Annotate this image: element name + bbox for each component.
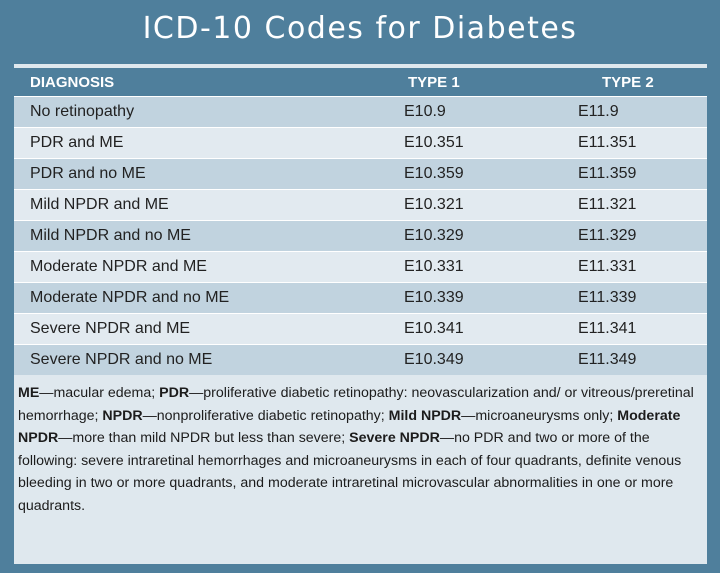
codes-card: DIAGNOSIS TYPE 1 TYPE 2 No retinopathy E1… — [14, 64, 707, 564]
type-1-code-cell: E10.349 — [404, 344, 578, 375]
diagnosis-cell: PDR and no ME — [14, 158, 404, 190]
footnote-term: PDR — [159, 385, 190, 401]
type-1-code-cell: E10.341 — [404, 313, 578, 345]
table-row: Severe NPDR and ME E10.341 E11.341 — [14, 313, 707, 345]
type-2-code-cell: E11.321 — [578, 189, 707, 221]
footnote-term: ME — [18, 385, 40, 401]
table-row: No retinopathy E10.9 E11.9 — [14, 96, 707, 128]
footnote-term: Severe NPDR — [349, 430, 440, 447]
abbreviations-footnote: ME—macular edema; PDR—proliferative diab… — [18, 382, 702, 518]
header-diagnosis: DIAGNOSIS — [14, 68, 404, 97]
type-2-code-cell: E11.349 — [578, 344, 707, 375]
type-1-code-cell: E10.9 — [404, 96, 578, 128]
table-row: PDR and no ME E10.359 E11.359 — [14, 158, 707, 190]
table-row: Severe NPDR and no ME E10.349 E11.349 — [14, 344, 707, 375]
type-1-code-cell: E10.329 — [404, 220, 578, 252]
footnote-term: NPDR — [102, 407, 143, 424]
diagnosis-cell: Moderate NPDR and no ME — [14, 282, 404, 314]
type-2-code-cell: E11.9 — [578, 96, 707, 128]
table-body: No retinopathy E10.9 E11.9 PDR and ME E10.35… — [14, 96, 707, 375]
footnote-definition: —no PDR and two or more of the following… — [18, 430, 682, 514]
diagnosis-cell: Mild NPDR and no ME — [14, 220, 404, 252]
footnote-definition: —nonproliferative diabetic retinopathy; — [142, 407, 389, 424]
footnote-definition: —proliferative diabetic retinopathy: neo… — [18, 385, 694, 424]
footnote-definition: —more than mild NPDR but less than sever… — [58, 430, 350, 447]
footnote-definition: —macular edema; — [39, 385, 160, 401]
type-1-code-cell: E10.331 — [404, 251, 578, 283]
page-title: ICD-10 Codes for Diabetes — [142, 11, 578, 46]
table-row: Moderate NPDR and no ME E10.339 E11.339 — [14, 282, 707, 314]
header-type-2: TYPE 2 — [578, 68, 707, 97]
type-1-code-cell: E10.339 — [404, 282, 578, 314]
type-1-code-cell: E10.351 — [404, 127, 578, 159]
table-header-row: DIAGNOSIS TYPE 1 TYPE 2 — [14, 68, 707, 97]
table-row: PDR and ME E10.351 E11.351 — [14, 127, 707, 159]
type-2-code-cell: E11.359 — [578, 158, 707, 190]
type-2-code-cell: E11.329 — [578, 220, 707, 252]
type-2-code-cell: E11.341 — [578, 313, 707, 345]
table-row: Moderate NPDR and ME E10.331 E11.331 — [14, 251, 707, 283]
diagnosis-cell: PDR and ME — [14, 127, 404, 159]
type-1-code-cell: E10.321 — [404, 189, 578, 221]
type-2-code-cell: E11.339 — [578, 282, 707, 314]
diagnosis-cell: Severe NPDR and no ME — [14, 344, 404, 375]
type-2-code-cell: E11.351 — [578, 127, 707, 159]
header-type-1: TYPE 1 — [404, 68, 578, 97]
table-row: Mild NPDR and no ME E10.329 E11.329 — [14, 220, 707, 252]
type-2-code-cell: E11.331 — [578, 251, 707, 283]
type-1-code-cell: E10.359 — [404, 158, 578, 190]
diagnosis-cell: Mild NPDR and ME — [14, 189, 404, 221]
footnote-term: Mild NPDR — [388, 407, 462, 424]
icd-codes-table: DIAGNOSIS TYPE 1 TYPE 2 No retinopathy E1… — [14, 68, 707, 375]
footnote-definition: —microaneurysms only; — [461, 407, 618, 424]
footnote-term: Moderate NPDR — [18, 407, 681, 447]
diagnosis-cell: Moderate NPDR and ME — [14, 251, 404, 283]
diagnosis-cell: No retinopathy — [14, 96, 404, 128]
diagnosis-cell: Severe NPDR and ME — [14, 313, 404, 345]
table-row: Mild NPDR and ME E10.321 E11.321 — [14, 189, 707, 221]
